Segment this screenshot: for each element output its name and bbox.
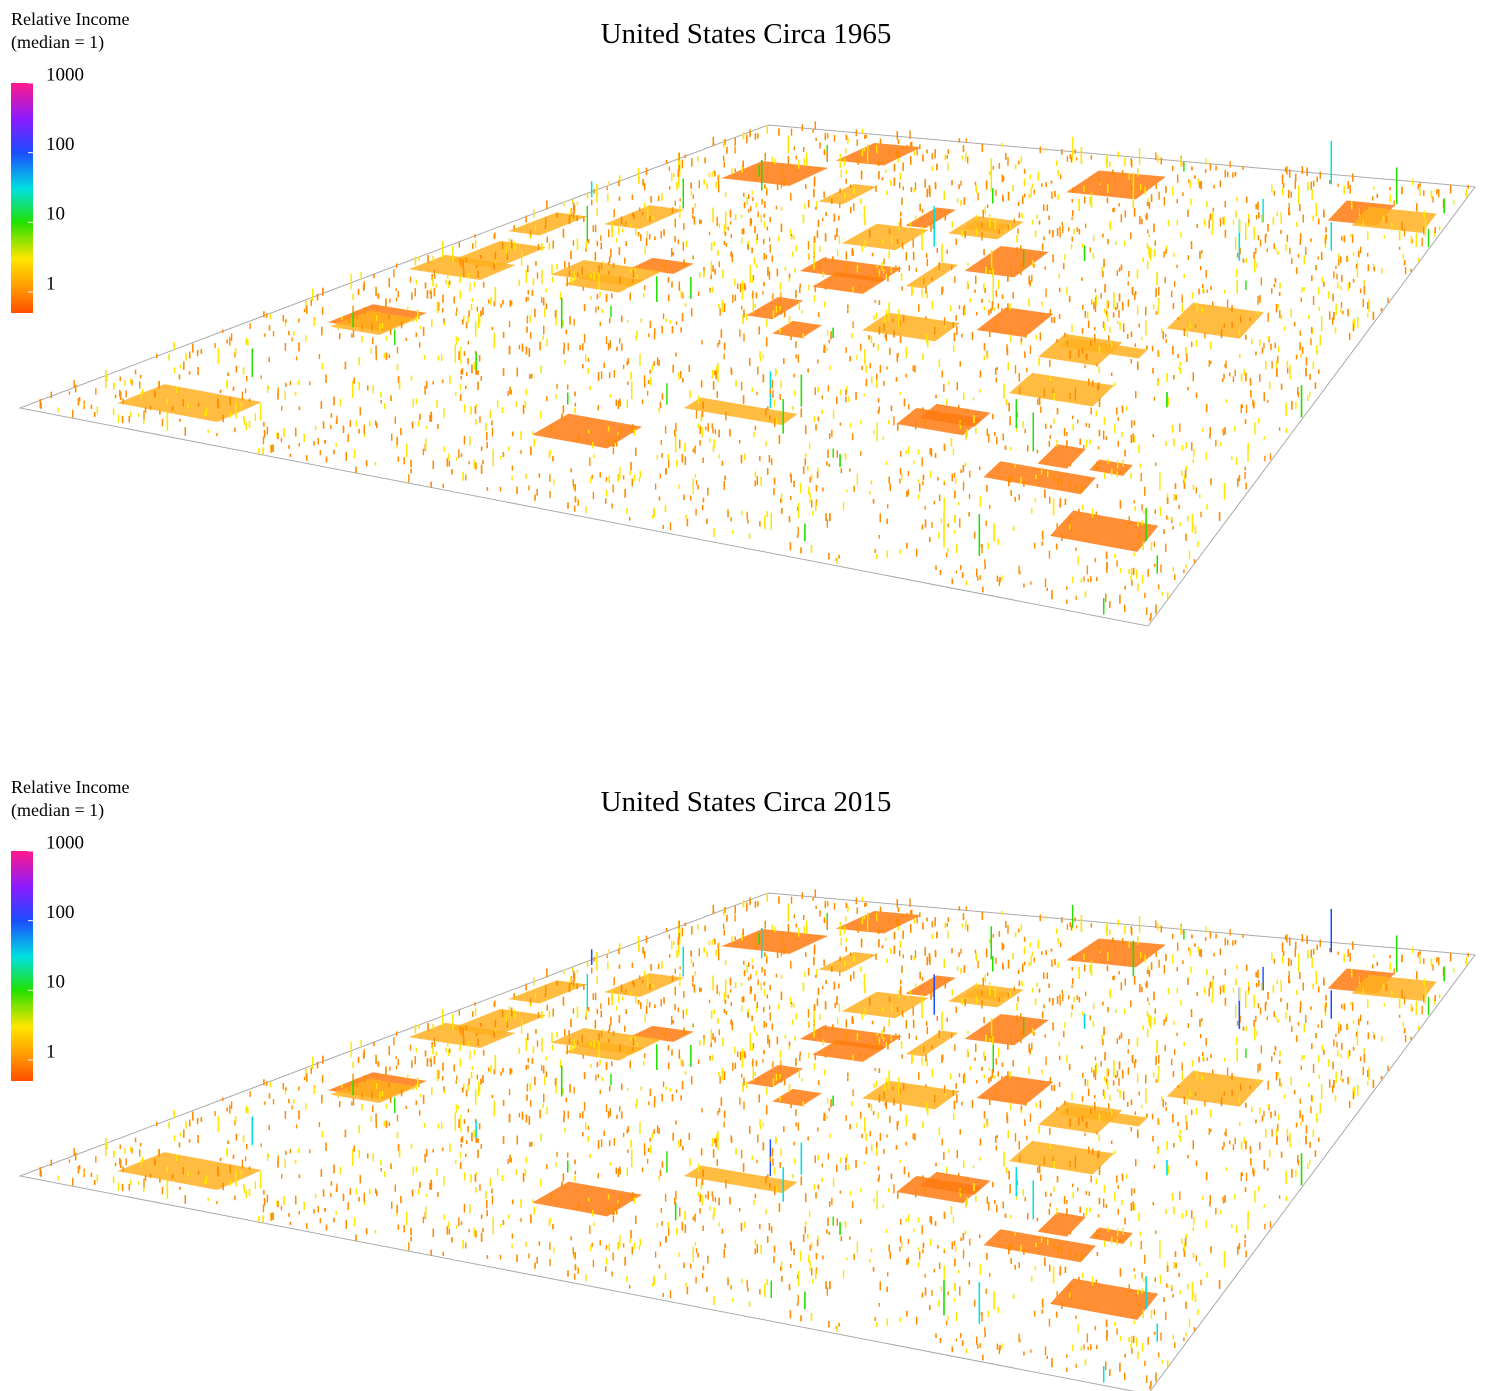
colorbar-tick-label: 10 bbox=[46, 204, 65, 225]
patch bbox=[746, 296, 804, 320]
patch bbox=[905, 207, 957, 229]
patch bbox=[117, 384, 262, 422]
patch bbox=[330, 310, 418, 335]
patch bbox=[1049, 510, 1159, 552]
colorbar-title: Relative Income bbox=[11, 9, 129, 29]
patch bbox=[905, 262, 959, 289]
patch bbox=[449, 240, 547, 269]
colorbar-tick-label: 1000 bbox=[46, 64, 84, 85]
patch bbox=[1066, 170, 1166, 200]
panel: United States Circa 1965 Relative Income (… bbox=[11, 9, 1476, 627]
colorbar-title: (median = 1) bbox=[11, 32, 104, 53]
patch bbox=[1008, 372, 1115, 407]
terrain-texture bbox=[39, 121, 1469, 622]
patch bbox=[408, 254, 516, 281]
patch bbox=[532, 413, 642, 449]
chart-title: United States Circa 1965 bbox=[601, 18, 892, 50]
patch bbox=[799, 257, 902, 283]
patch bbox=[818, 184, 878, 205]
patch bbox=[508, 212, 588, 236]
plane-outline bbox=[18, 124, 1476, 627]
patch bbox=[604, 205, 685, 230]
patch bbox=[976, 307, 1054, 338]
patch bbox=[983, 461, 1096, 495]
patch bbox=[1058, 338, 1148, 359]
colorbar-tick-label: 1 bbox=[46, 273, 56, 294]
patch bbox=[1166, 302, 1264, 339]
patch bbox=[1037, 444, 1086, 469]
patch bbox=[1089, 459, 1133, 476]
patch bbox=[550, 260, 663, 287]
patch bbox=[964, 246, 1049, 278]
patch bbox=[721, 160, 829, 186]
colorbar-tick-label: 100 bbox=[46, 134, 75, 155]
colorbar bbox=[11, 83, 33, 313]
patch bbox=[772, 320, 822, 339]
patch bbox=[1351, 206, 1437, 233]
patch bbox=[841, 223, 929, 251]
patch bbox=[835, 142, 921, 166]
